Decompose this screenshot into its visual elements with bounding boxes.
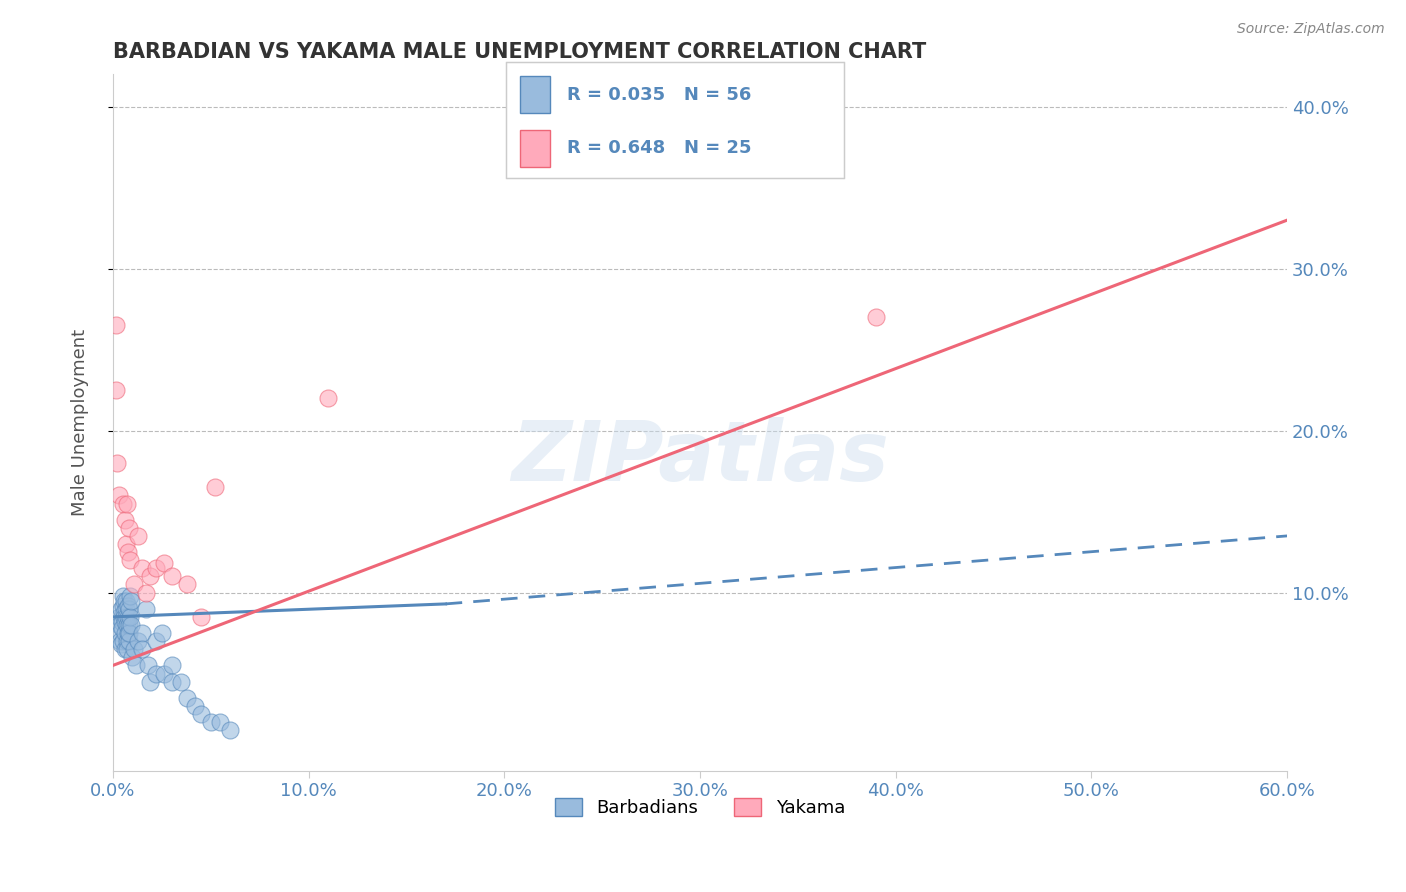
Point (135, 585, 157, 599)
Point (152, 666, 174, 681)
Point (111, 599, 134, 613)
Point (200, 715, 222, 730)
Point (145, 666, 167, 681)
Point (150, 626, 173, 640)
Point (115, 634, 138, 648)
Point (117, 634, 139, 648)
Point (107, 610, 129, 624)
Point (316, 391, 339, 405)
Point (139, 569, 162, 583)
Point (124, 642, 146, 657)
Point (117, 610, 139, 624)
Point (115, 618, 138, 632)
Point (160, 569, 183, 583)
Point (131, 626, 153, 640)
Point (131, 561, 153, 575)
Point (114, 610, 136, 624)
Point (117, 618, 139, 632)
Point (209, 715, 232, 730)
Point (105, 456, 128, 470)
Point (152, 557, 174, 571)
Point (120, 593, 142, 607)
Point (112, 593, 135, 607)
Point (125, 658, 148, 673)
Point (139, 674, 162, 689)
Point (135, 601, 157, 615)
Y-axis label: Male Unemployment: Male Unemployment (72, 329, 89, 516)
Text: BARBADIAN VS YAKAMA MALE UNEMPLOYMENT CORRELATION CHART: BARBADIAN VS YAKAMA MALE UNEMPLOYMENT CO… (112, 42, 927, 62)
Text: Source: ZipAtlas.com: Source: ZipAtlas.com (1237, 22, 1385, 37)
FancyBboxPatch shape (520, 129, 550, 167)
Point (114, 513, 136, 527)
Text: R = 0.648   N = 25: R = 0.648 N = 25 (567, 139, 751, 157)
Point (117, 599, 139, 613)
Point (117, 601, 139, 615)
Point (114, 642, 136, 657)
Point (111, 496, 134, 510)
Point (121, 650, 143, 665)
Text: ZIPatlas: ZIPatlas (510, 417, 889, 498)
Point (107, 488, 129, 502)
Point (117, 545, 139, 559)
Point (111, 634, 134, 648)
Point (190, 610, 212, 624)
Point (115, 642, 138, 657)
Point (190, 706, 212, 721)
Point (127, 634, 149, 648)
Point (145, 634, 167, 648)
Point (107, 618, 129, 632)
Point (160, 674, 183, 689)
Point (114, 593, 136, 607)
Point (114, 615, 136, 629)
Point (114, 601, 136, 615)
Point (110, 637, 132, 651)
Point (120, 589, 142, 603)
Point (110, 601, 132, 615)
Point (176, 577, 198, 591)
Point (136, 658, 159, 673)
Point (112, 605, 135, 619)
Point (114, 626, 136, 640)
Point (204, 480, 226, 494)
Legend: Barbadians, Yakama: Barbadians, Yakama (547, 790, 852, 824)
Text: R = 0.035   N = 56: R = 0.035 N = 56 (567, 86, 751, 103)
Point (111, 621, 134, 635)
FancyBboxPatch shape (520, 77, 550, 113)
Point (117, 521, 139, 535)
Point (718, 108, 741, 122)
Point (170, 674, 193, 689)
Point (124, 577, 146, 591)
Point (114, 537, 136, 551)
Point (176, 690, 198, 705)
Point (120, 610, 142, 624)
Point (118, 626, 141, 640)
Point (111, 589, 134, 603)
Point (111, 615, 134, 629)
Point (127, 529, 149, 543)
Point (112, 610, 135, 624)
Point (104, 318, 127, 333)
Point (219, 723, 242, 738)
Point (108, 626, 131, 640)
Point (120, 618, 142, 632)
Point (117, 626, 139, 640)
Point (120, 553, 142, 567)
Point (104, 383, 127, 397)
Point (865, 310, 887, 325)
Point (115, 496, 138, 510)
Point (108, 634, 131, 648)
Point (184, 698, 207, 713)
Point (131, 642, 153, 657)
Point (160, 658, 183, 673)
Point (145, 561, 167, 575)
